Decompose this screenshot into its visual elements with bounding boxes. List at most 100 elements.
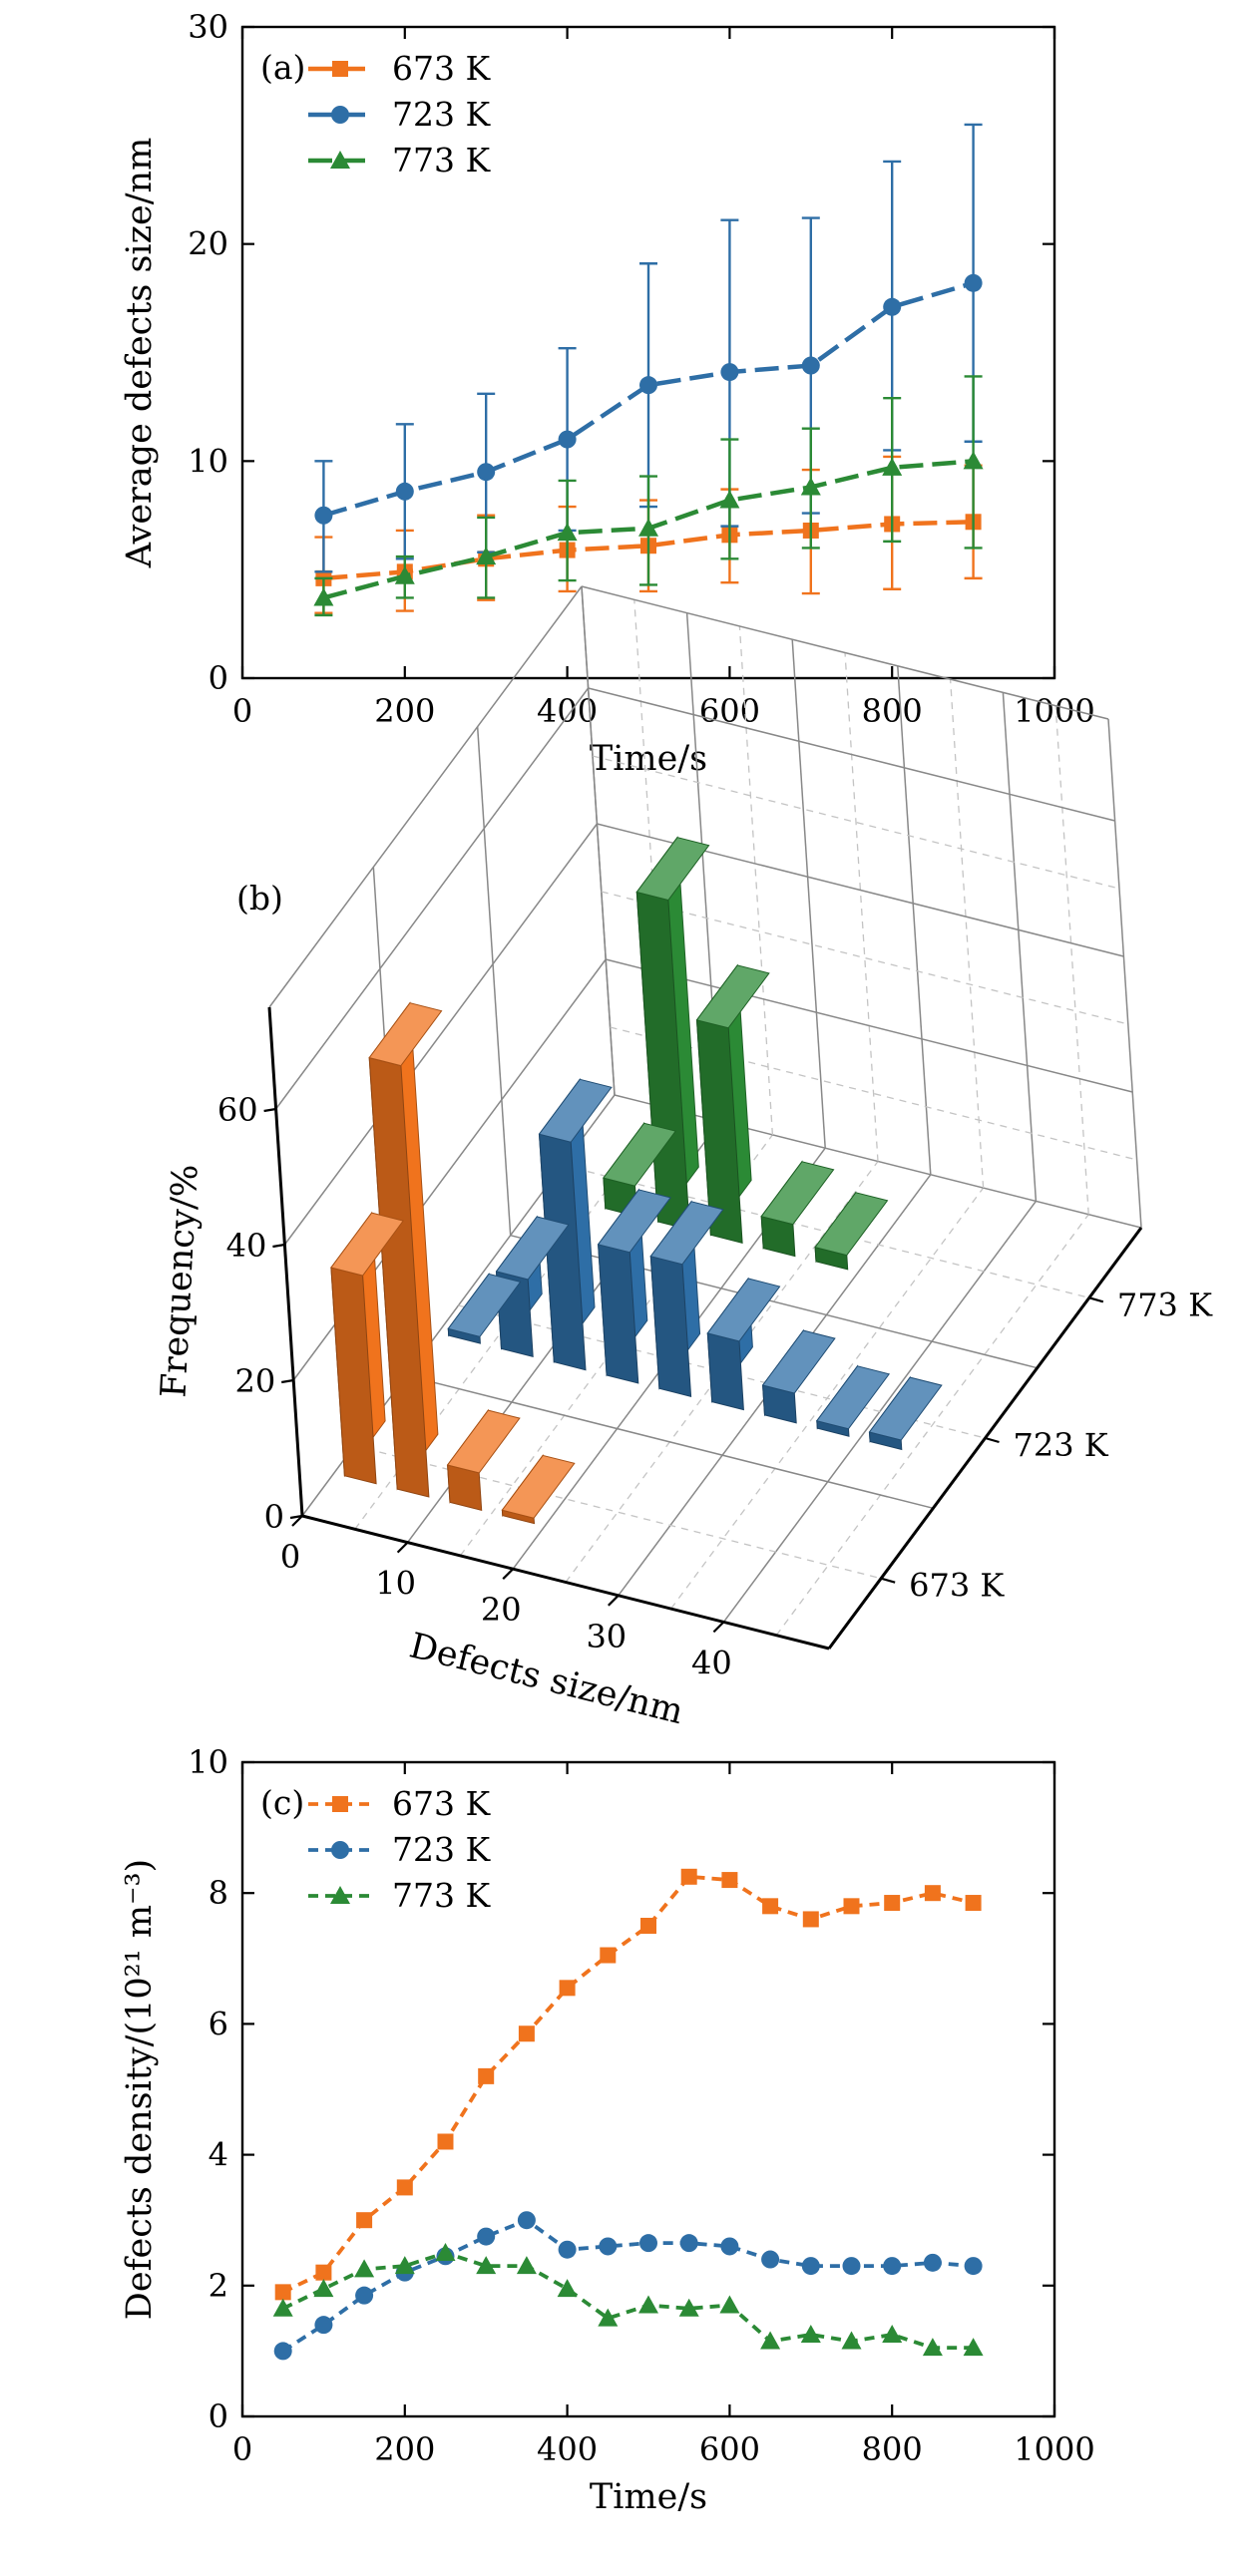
legend-marker	[332, 61, 348, 77]
data-point	[354, 2259, 375, 2278]
y-tick-label: 30	[188, 8, 228, 46]
data-point	[640, 1918, 656, 1934]
back-grid-line	[1002, 692, 1038, 1202]
y-tick-label: 10	[188, 1743, 228, 1781]
data-point	[842, 2257, 861, 2276]
depth-label: 673 K	[909, 1567, 1005, 1605]
x-tick-label: 1000	[1014, 2430, 1094, 2468]
bar-face-front	[706, 1332, 744, 1411]
legend-marker	[330, 151, 350, 169]
data-point	[882, 457, 903, 476]
z-tick-mark	[263, 1107, 276, 1113]
bar-face-top	[597, 1189, 671, 1254]
y-tick-label: 2	[209, 2267, 228, 2305]
bar	[597, 1188, 671, 1384]
depth-tick-mark	[880, 1577, 896, 1584]
y-tick-label: 10	[188, 442, 228, 480]
data-point	[924, 1885, 941, 1902]
data-point	[477, 2227, 496, 2246]
legend-marker	[331, 106, 349, 124]
x-tick-label: 0	[232, 2430, 252, 2468]
x-tick-label: 0	[232, 692, 252, 730]
data-point	[396, 2179, 413, 2196]
data-point	[720, 363, 739, 382]
z-tick-mark	[281, 1378, 294, 1384]
series-723k	[273, 2211, 983, 2361]
bar-face-top	[447, 1273, 522, 1337]
back-grid-line	[581, 585, 616, 1096]
legend-label: 673 K	[392, 1784, 491, 1823]
data-point	[800, 477, 821, 496]
data-point	[314, 506, 333, 525]
bar	[814, 1191, 889, 1271]
x-tick-mark	[712, 1621, 725, 1634]
wall-grid-line	[274, 687, 590, 1110]
data-point	[801, 2257, 820, 2276]
x-tick-label: 200	[374, 2430, 435, 2468]
wall-grid-line	[476, 726, 512, 1236]
data-point	[313, 587, 334, 606]
data-point	[557, 2279, 578, 2298]
x-tick-label: 400	[537, 692, 598, 730]
depth-label: 723 K	[1014, 1426, 1109, 1464]
y-axis-title: Average defects size/nm	[120, 138, 160, 569]
data-point	[639, 376, 657, 395]
bar-face-top	[815, 1365, 891, 1430]
bar	[446, 1408, 521, 1511]
panel-c-line-chart: 0 200 400 600 800 1000 0 2 4 6 8 10 Time/s Defects de…	[120, 1743, 1095, 2517]
data-point	[922, 2338, 943, 2357]
wall-grid-line	[283, 823, 599, 1246]
floor-minor-line	[775, 1214, 1089, 1637]
data-point	[394, 2256, 415, 2275]
bar-face-top	[695, 964, 770, 1029]
bar-face-top	[706, 1278, 781, 1342]
data-point	[762, 1898, 779, 1915]
back-grid-line	[1107, 718, 1142, 1229]
y-tick-label: 0	[209, 659, 228, 697]
legend-label: 773 K	[392, 1876, 491, 1915]
legend-label: 723 K	[392, 95, 491, 134]
x-tick-label: 30	[586, 1618, 627, 1656]
wall-grid-line	[268, 585, 583, 1008]
z-tick-label: 20	[234, 1362, 275, 1400]
data-point	[313, 2279, 334, 2298]
legend-entry: 723 K	[308, 1830, 491, 1869]
data-point	[639, 2234, 657, 2253]
data-point	[964, 273, 983, 292]
z-tick-mark	[272, 1243, 285, 1249]
data-point	[843, 1898, 860, 1915]
bar-face-top	[814, 1192, 889, 1257]
series-line	[281, 1874, 975, 2295]
data-point	[679, 2234, 698, 2253]
data-point	[760, 2331, 781, 2350]
bar	[501, 1454, 576, 1525]
data-point	[963, 2338, 984, 2357]
x-tick-label: 400	[537, 2430, 598, 2468]
data-point	[314, 2316, 333, 2335]
bar	[761, 1328, 836, 1424]
legend-label: 673 K	[392, 49, 491, 88]
data-point	[272, 2298, 293, 2317]
z-tick-label: 60	[217, 1091, 258, 1129]
legend-entry: 673 K	[308, 49, 491, 88]
x-axis-title: Time/s	[590, 2477, 707, 2517]
y-tick-label: 0	[209, 2397, 228, 2435]
y-tick-label: 6	[209, 2005, 228, 2042]
legend-marker	[330, 1886, 350, 1904]
panel-label: (a)	[260, 48, 305, 87]
data-point	[559, 1980, 576, 1997]
y-axis-title: Defects density/(10²¹ m⁻³)	[120, 1859, 160, 2320]
legend-marker	[332, 1796, 348, 1812]
x-tick-mark	[502, 1568, 514, 1580]
bar-face-top	[603, 1122, 677, 1187]
legend-marker	[331, 1841, 349, 1859]
bar-face-top	[330, 1212, 405, 1277]
data-point	[517, 2211, 536, 2230]
back-grid-line	[581, 585, 1109, 720]
x-tick-label: 0	[280, 1538, 300, 1576]
x-axis-title: Time/s	[590, 739, 707, 779]
data-point	[883, 297, 902, 316]
bar	[649, 1200, 724, 1397]
x-tick-label: 20	[481, 1591, 522, 1629]
